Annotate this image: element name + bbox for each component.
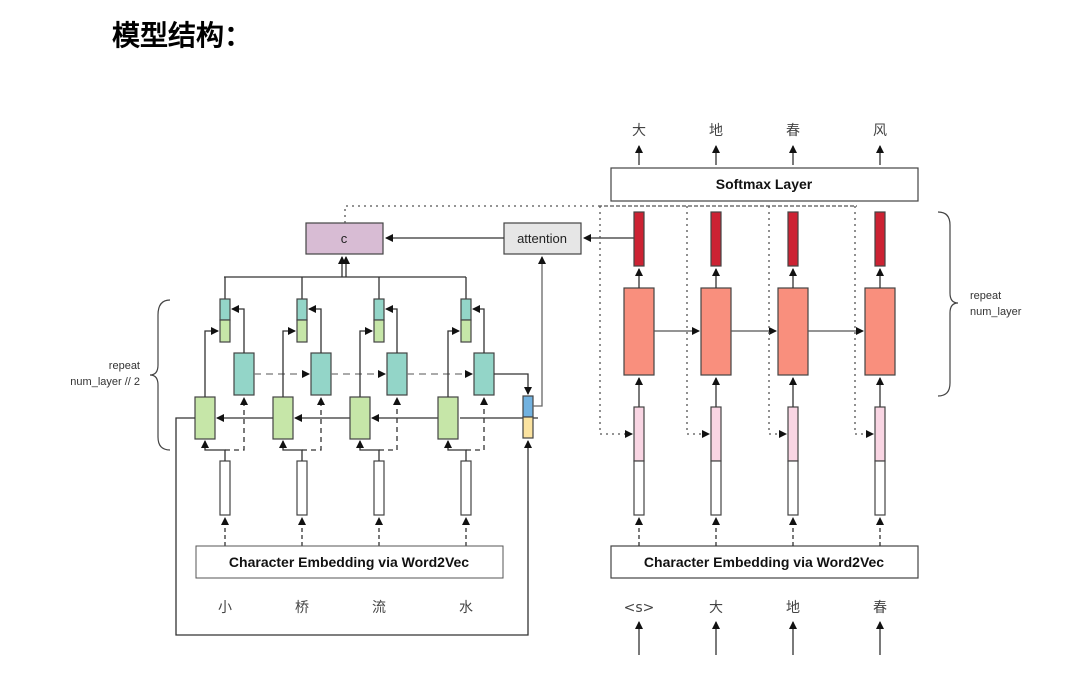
backward-lstm-cell: [437, 396, 459, 440]
state-to-attention-arrow: [533, 256, 546, 407]
decoder-lstm-cell: [700, 287, 732, 376]
to-backward-lstm-arrow: [279, 440, 303, 461]
context-feed-dotted-arrow: [768, 206, 787, 438]
decoder-input-vector: [874, 406, 886, 462]
forward-lstm-cell: [473, 352, 495, 396]
decoder-output-vector: [633, 211, 645, 267]
forward-lstm-cell: [386, 352, 408, 396]
attention-label: attention: [517, 231, 567, 246]
backward-lstm-cell: [349, 396, 371, 440]
encoder-repeat-brace: [149, 299, 171, 451]
concat-backward-part: [373, 319, 385, 343]
decoder-repeat-label: num_layer: [970, 306, 1022, 318]
context-feed-dotted-arrow: [686, 206, 710, 438]
decoder-input-char: <s>: [624, 600, 655, 616]
softmax-layer-box: [610, 167, 919, 202]
decoder-output-char: 风: [873, 123, 887, 139]
decoder-embedding-label: Character Embedding via Word2Vec: [644, 554, 884, 570]
forward-final-state-arrow: [494, 373, 532, 395]
forward-lstm-cell: [310, 352, 332, 396]
to-forward-lstm-arrow: [302, 397, 325, 451]
final-state-top: [522, 395, 534, 418]
encoder-input-char: 桥: [295, 600, 309, 616]
forward-lstm-cell: [233, 352, 255, 396]
decoder-lstm-cell: [777, 287, 809, 376]
backward-to-concat-arrow: [447, 327, 460, 397]
encoder-input-char: 小: [218, 600, 232, 616]
to-backward-lstm-arrow: [444, 440, 467, 461]
concat-backward-part: [460, 319, 472, 343]
decoder-output-char: 春: [786, 123, 800, 139]
encoder-input-char: 水: [459, 600, 473, 616]
decoder-embedding-vector: [710, 460, 722, 516]
encoder-embedding-vector: [460, 460, 472, 516]
decoder-output-vector: [874, 211, 886, 267]
concat-forward-part: [373, 298, 385, 321]
to-backward-lstm-arrow: [356, 440, 380, 461]
decoder-input-char: 春: [873, 600, 887, 616]
page-title: 模型结构：: [112, 19, 253, 52]
backward-to-concat-arrow: [359, 327, 373, 397]
to-backward-lstm-arrow: [201, 440, 226, 461]
to-forward-lstm-arrow: [379, 397, 401, 451]
concat-backward-part: [219, 319, 231, 343]
decoder-output-char: 大: [632, 123, 646, 139]
forward-to-concat-arrow: [308, 305, 322, 353]
softmax-layer-label: Softmax Layer: [716, 176, 813, 192]
to-forward-lstm-arrow: [466, 397, 488, 451]
decoder-embedding-vector: [874, 460, 886, 516]
context-vector-label: c: [341, 231, 348, 246]
final-state-bottom: [522, 416, 534, 439]
encoder-embedding-vector: [296, 460, 308, 516]
decoder-input-char: 地: [786, 600, 800, 616]
concat-forward-part: [460, 298, 472, 321]
decoder-embedding-vector: [633, 460, 645, 516]
backward-to-concat-arrow: [282, 327, 296, 397]
decoder-output-vector: [787, 211, 799, 267]
backward-to-concat-arrow: [204, 327, 219, 397]
context-vector-box: [305, 222, 384, 255]
concat-forward-part: [296, 298, 308, 321]
encoder-embedding-vector: [219, 460, 231, 516]
context-feed-dotted-arrow: [854, 206, 874, 438]
decoder-output-char: 地: [709, 123, 723, 139]
concat-forward-part: [219, 298, 231, 321]
decoder-output-vector: [710, 211, 722, 267]
decoder-input-vector: [710, 406, 722, 462]
decoder-repeat-label: repeat: [970, 290, 1001, 302]
backward-lstm-cell: [194, 396, 216, 440]
decoder-input-vector: [787, 406, 799, 462]
decoder-input-vector: [633, 406, 645, 462]
encoder-repeat-label: num_layer // 2: [70, 376, 140, 388]
to-forward-lstm-arrow: [225, 397, 248, 451]
decoder-lstm-cell: [623, 287, 655, 376]
decoder-embedding-box: [610, 545, 919, 579]
attention-box: [503, 222, 582, 255]
decoder-embedding-vector: [787, 460, 799, 516]
context-feed-dotted-arrow: [599, 206, 633, 438]
backward-state-loop-arrow: [175, 417, 532, 636]
decoder-repeat-brace: [937, 211, 959, 397]
forward-to-concat-arrow: [472, 305, 485, 353]
encoder-embedding-box: [195, 545, 504, 579]
decoder-feed-dotted-line: [344, 205, 857, 223]
encoder-repeat-label: repeat: [109, 360, 140, 372]
forward-to-concat-arrow: [231, 305, 245, 353]
backward-lstm-cell: [272, 396, 294, 440]
decoder-input-char: 大: [709, 600, 723, 616]
encoder-embedding-vector: [373, 460, 385, 516]
encoder-embedding-label: Character Embedding via Word2Vec: [229, 554, 469, 570]
forward-to-concat-arrow: [385, 305, 398, 353]
decoder-lstm-cell: [864, 287, 896, 376]
encoder-input-char: 流: [372, 600, 386, 616]
concat-backward-part: [296, 319, 308, 343]
